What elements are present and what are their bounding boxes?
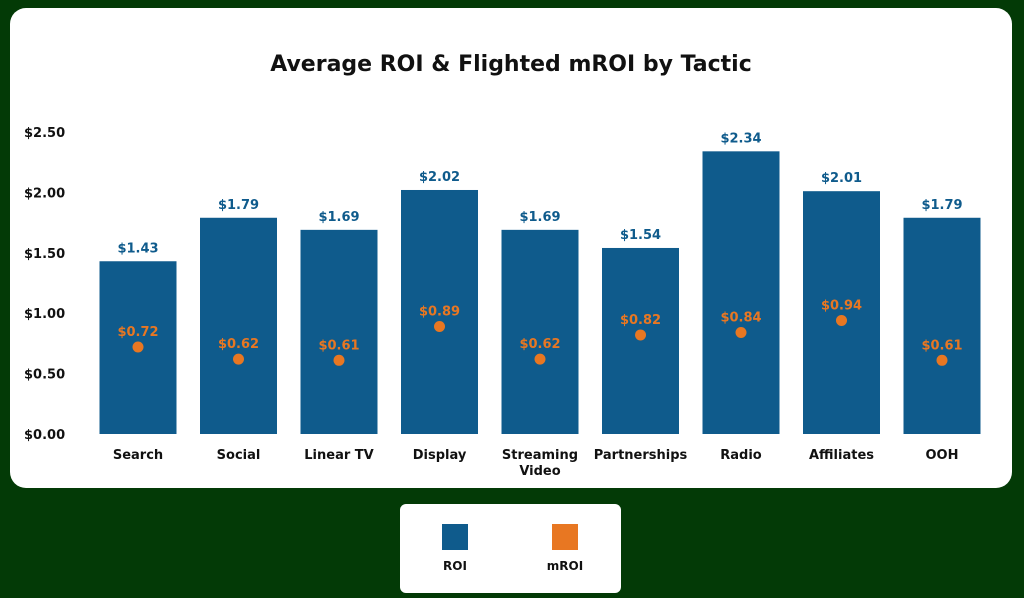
roi-value-label: $1.69: [318, 210, 359, 225]
mroi-value-label: $0.89: [419, 304, 460, 319]
chart-plot-area: $0.00 $0.50 $1.00 $1.50 $2.00 $2.50 $1.43 $0.72…: [24, 126, 981, 479]
roi-value-label: $1.69: [519, 210, 560, 225]
mroi-value-label: $0.61: [921, 338, 962, 353]
mroi-point: [936, 354, 948, 366]
mroi-point: [635, 329, 646, 341]
mroi-value-label: $0.82: [620, 313, 661, 328]
y-tick-label: $2.00: [24, 186, 65, 201]
mroi-value-label: $0.61: [318, 338, 359, 353]
legend-swatch-roi: [442, 524, 468, 550]
category-label: Partnerships: [594, 448, 688, 463]
mroi-point: [836, 314, 847, 326]
roi-bar: [300, 229, 378, 434]
y-tick-label: $0.00: [24, 428, 65, 443]
category-label: Display: [413, 448, 467, 463]
legend-swatch-mroi: [552, 524, 578, 550]
category-label: Search: [113, 448, 163, 463]
category-label: Streaming Video: [502, 448, 578, 479]
mroi-value-label: $0.62: [218, 337, 259, 352]
legend-item-roi: ROI: [415, 524, 495, 573]
roi-value-label: $2.34: [720, 131, 761, 146]
roi-bar: [602, 247, 679, 434]
mroi-value-label: $0.94: [821, 298, 862, 313]
mroi-point: [434, 320, 445, 332]
mroi-point: [534, 353, 546, 365]
roi-bar: [903, 217, 981, 434]
roi-value-label: $1.79: [921, 198, 962, 213]
roi-value-label: $2.01: [821, 171, 862, 186]
category-label: Social: [217, 448, 261, 463]
y-tick-label: $2.50: [24, 126, 65, 141]
category-label: Affiliates: [809, 448, 874, 463]
mroi-point: [233, 353, 244, 365]
mroi-point: [333, 354, 345, 366]
roi-bar: [401, 189, 478, 434]
mroi-value-label: $0.84: [720, 311, 761, 326]
roi-value-label: $1.79: [218, 198, 259, 213]
category-label: Radio: [720, 448, 762, 463]
y-tick-label: $0.50: [24, 368, 65, 383]
y-tick-label: $1.00: [24, 307, 65, 322]
roi-value-label: $2.02: [419, 170, 460, 185]
roi-bar: [803, 191, 880, 434]
chart-card: Average ROI & Flighted mROI by Tactic $0…: [10, 8, 1012, 488]
roi-bar: [501, 229, 579, 434]
category-label: Linear TV: [304, 448, 373, 463]
roi-value-label: $1.43: [117, 241, 158, 256]
roi-bar: [200, 217, 277, 434]
mroi-value-label: $0.72: [117, 325, 158, 340]
legend-item-mroi: mROI: [525, 524, 605, 573]
roi-value-label: $1.54: [620, 228, 661, 243]
legend-label-roi: ROI: [443, 559, 467, 573]
mroi-value-label: $0.62: [519, 337, 560, 352]
category-label: OOH: [926, 448, 959, 463]
y-tick-label: $1.50: [24, 247, 65, 262]
legend-label-mroi: mROI: [546, 559, 584, 573]
mroi-point: [735, 327, 747, 339]
roi-bar: [702, 151, 780, 434]
chart-title: Average ROI & Flighted mROI by Tactic: [270, 52, 752, 77]
mroi-point: [132, 341, 144, 353]
chart-legend: ROI mROI: [400, 504, 621, 593]
